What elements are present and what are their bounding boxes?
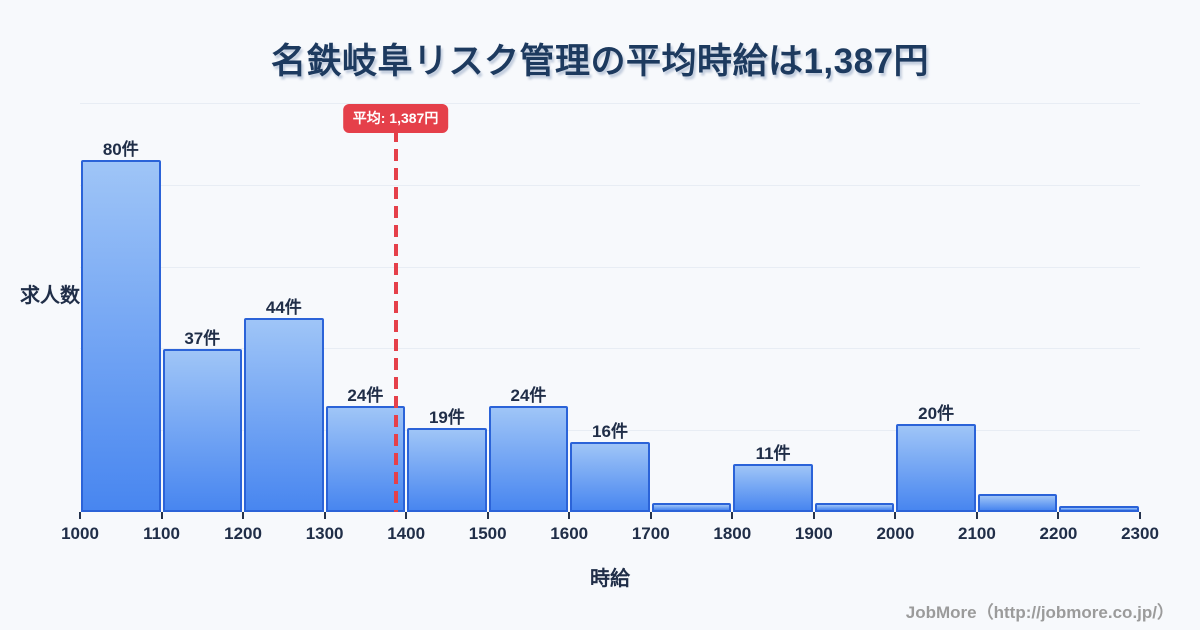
average-line [393,130,398,512]
bar-count-label: 44件 [265,298,302,317]
gridline [80,103,1140,104]
gridline [80,348,1140,350]
x-axis-tick [649,512,652,519]
histogram-bar [977,494,1058,512]
x-axis-tick-label: 2200 [1039,524,1078,543]
bar-count-label: 19件 [428,408,465,427]
x-axis-tick-label: 1800 [713,524,752,543]
x-axis-tick-label: 2100 [958,524,996,543]
x-axis-tick [486,512,489,519]
x-axis-tick-label: 2000 [876,524,915,543]
x-axis-tick-label: 1400 [387,524,426,543]
histogram-bar [733,464,813,512]
x-axis-label: 時給 [590,568,630,590]
x-axis-tick-label: 1600 [550,524,589,543]
x-axis-tick-label: 1300 [305,524,344,543]
histogram-bar [814,503,895,512]
histogram-bar [651,503,732,512]
gridline [80,184,1140,186]
histogram-bar [162,349,243,512]
x-axis-tick [242,512,245,519]
bar-count-label: 11件 [755,444,791,463]
bar-count-label: 24件 [347,386,384,405]
x-axis-tick [975,512,978,519]
page-title: 名鉄岐阜リスク管理の平均時給は1,387円 [270,42,930,81]
histogram-bar [570,442,650,512]
gridline [80,266,1140,268]
histogram-bar [488,406,569,512]
histogram-bar [407,428,487,512]
x-axis-tick [405,512,408,519]
x-axis-tick-label: 1100 [143,524,180,543]
x-axis-tick [79,512,81,519]
gridline [80,430,1140,432]
x-axis-tick-label: 1500 [468,524,507,543]
bar-count-label: 37件 [184,329,221,348]
x-axis-tick [160,512,163,519]
histogram-bar [244,318,324,512]
x-axis-tick [1057,512,1060,519]
average-badge: 平均: 1,387円 [342,104,449,133]
x-axis-tick [894,512,897,519]
x-axis-tick-label: 1200 [224,524,262,543]
x-axis-tick [323,512,326,519]
x-axis-tick [731,512,734,519]
histogram-bar [896,424,976,512]
bar-count-label: 16件 [592,422,628,441]
x-axis-tick [812,512,815,519]
histogram-bar [1059,506,1139,512]
x-axis-tick-label: 1000 [61,524,99,543]
x-axis-tick [568,512,571,519]
bar-count-label: 24件 [510,386,547,405]
y-axis-label: 求人数 [20,285,80,307]
x-axis-tick [1139,512,1141,519]
bar-count-label: 80件 [102,140,139,159]
histogram-bar [325,406,406,512]
histogram-bar [81,160,161,512]
x-axis-tick-label: 1700 [631,524,670,543]
bar-count-label: 20件 [918,404,955,423]
chart-plot-area: 80件 37件 44件 24件 19件 24件 16件 11件 20件 平均: 1,387円 1… [61,103,1159,543]
x-axis-tick-label: 2300 [1121,524,1159,543]
x-axis-tick-label: 1900 [794,524,833,543]
footer-credit: JobMore（http://jobmore.co.jp/） [905,603,1174,622]
